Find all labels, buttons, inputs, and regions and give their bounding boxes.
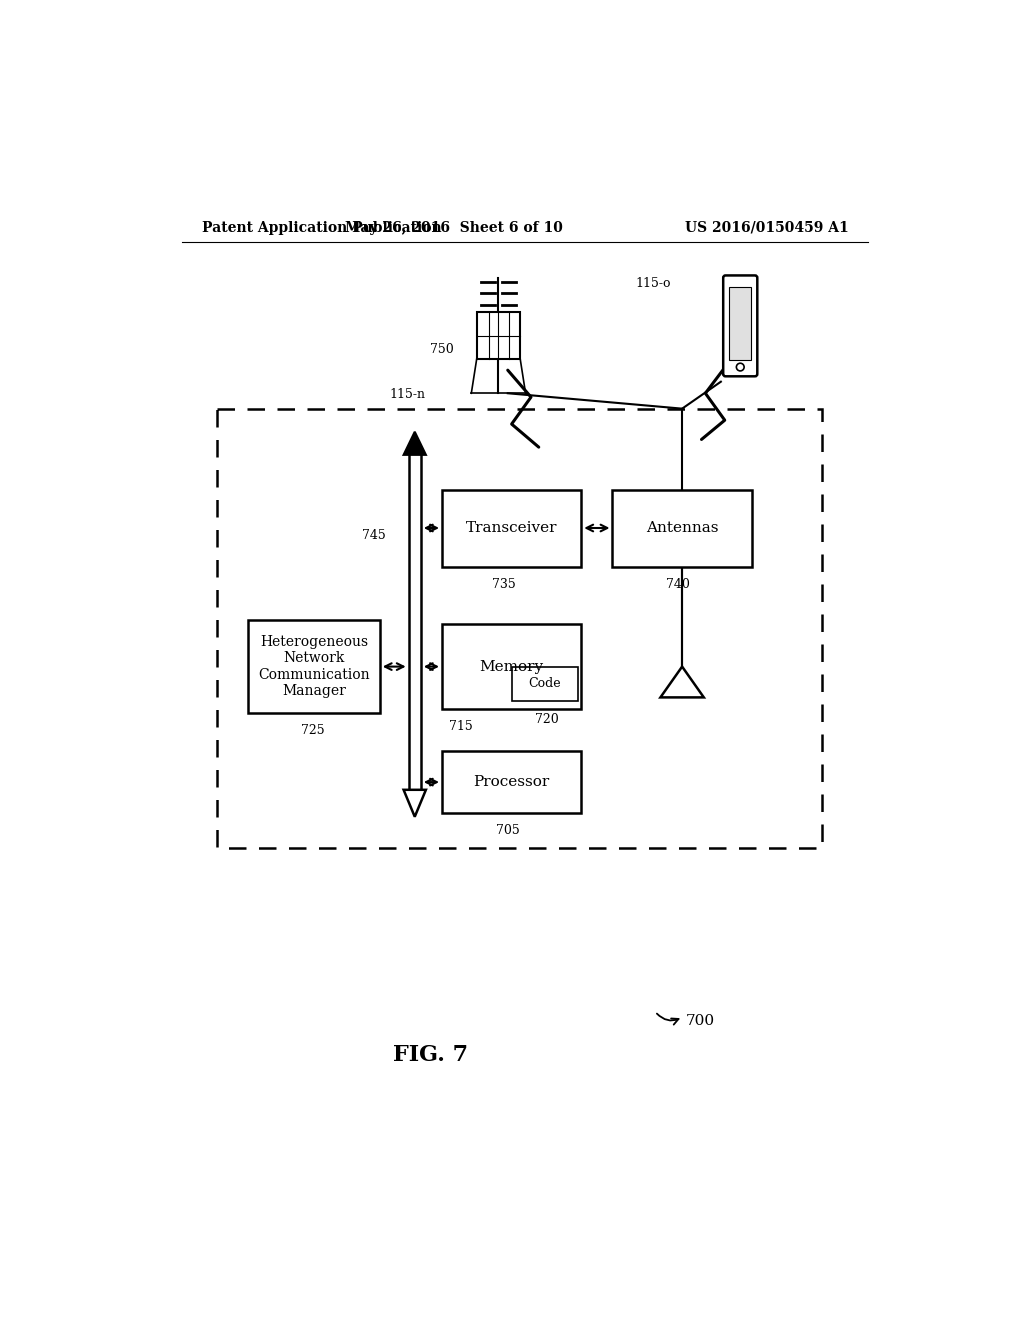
Text: 750: 750 (430, 343, 454, 356)
Polygon shape (403, 789, 426, 817)
Text: US 2016/0150459 A1: US 2016/0150459 A1 (685, 220, 849, 235)
Text: 715: 715 (450, 721, 473, 734)
Text: 725: 725 (301, 725, 325, 738)
Text: 700: 700 (686, 1014, 715, 1028)
Text: May 26, 2016  Sheet 6 of 10: May 26, 2016 Sheet 6 of 10 (344, 220, 562, 235)
Text: 735: 735 (492, 578, 516, 591)
Text: 705: 705 (496, 825, 519, 837)
Text: FIG. 7: FIG. 7 (392, 1044, 468, 1067)
Bar (248, 620, 380, 713)
FancyBboxPatch shape (723, 276, 758, 376)
Polygon shape (660, 667, 703, 697)
Bar (217, 409, 821, 847)
Text: Patent Application Publication: Patent Application Publication (202, 220, 441, 235)
Text: 115-o: 115-o (635, 277, 671, 289)
Text: 745: 745 (362, 529, 386, 543)
Text: Processor: Processor (473, 775, 550, 789)
Text: Memory: Memory (479, 660, 544, 673)
Text: Code: Code (528, 677, 561, 690)
Bar (442, 490, 582, 566)
Bar (442, 624, 582, 709)
Text: Heterogeneous
Network
Communication
Manager: Heterogeneous Network Communication Mana… (258, 635, 370, 698)
Bar (442, 751, 582, 813)
Bar (729, 286, 751, 360)
Text: 115-n: 115-n (389, 388, 425, 401)
Bar (512, 667, 578, 701)
Text: 720: 720 (535, 713, 558, 726)
Text: 740: 740 (667, 578, 690, 591)
Bar (612, 490, 752, 566)
Polygon shape (403, 432, 426, 455)
FancyArrowPatch shape (656, 1014, 679, 1024)
Bar (477, 313, 520, 359)
Text: Antennas: Antennas (646, 521, 719, 535)
Text: Transceiver: Transceiver (466, 521, 557, 535)
